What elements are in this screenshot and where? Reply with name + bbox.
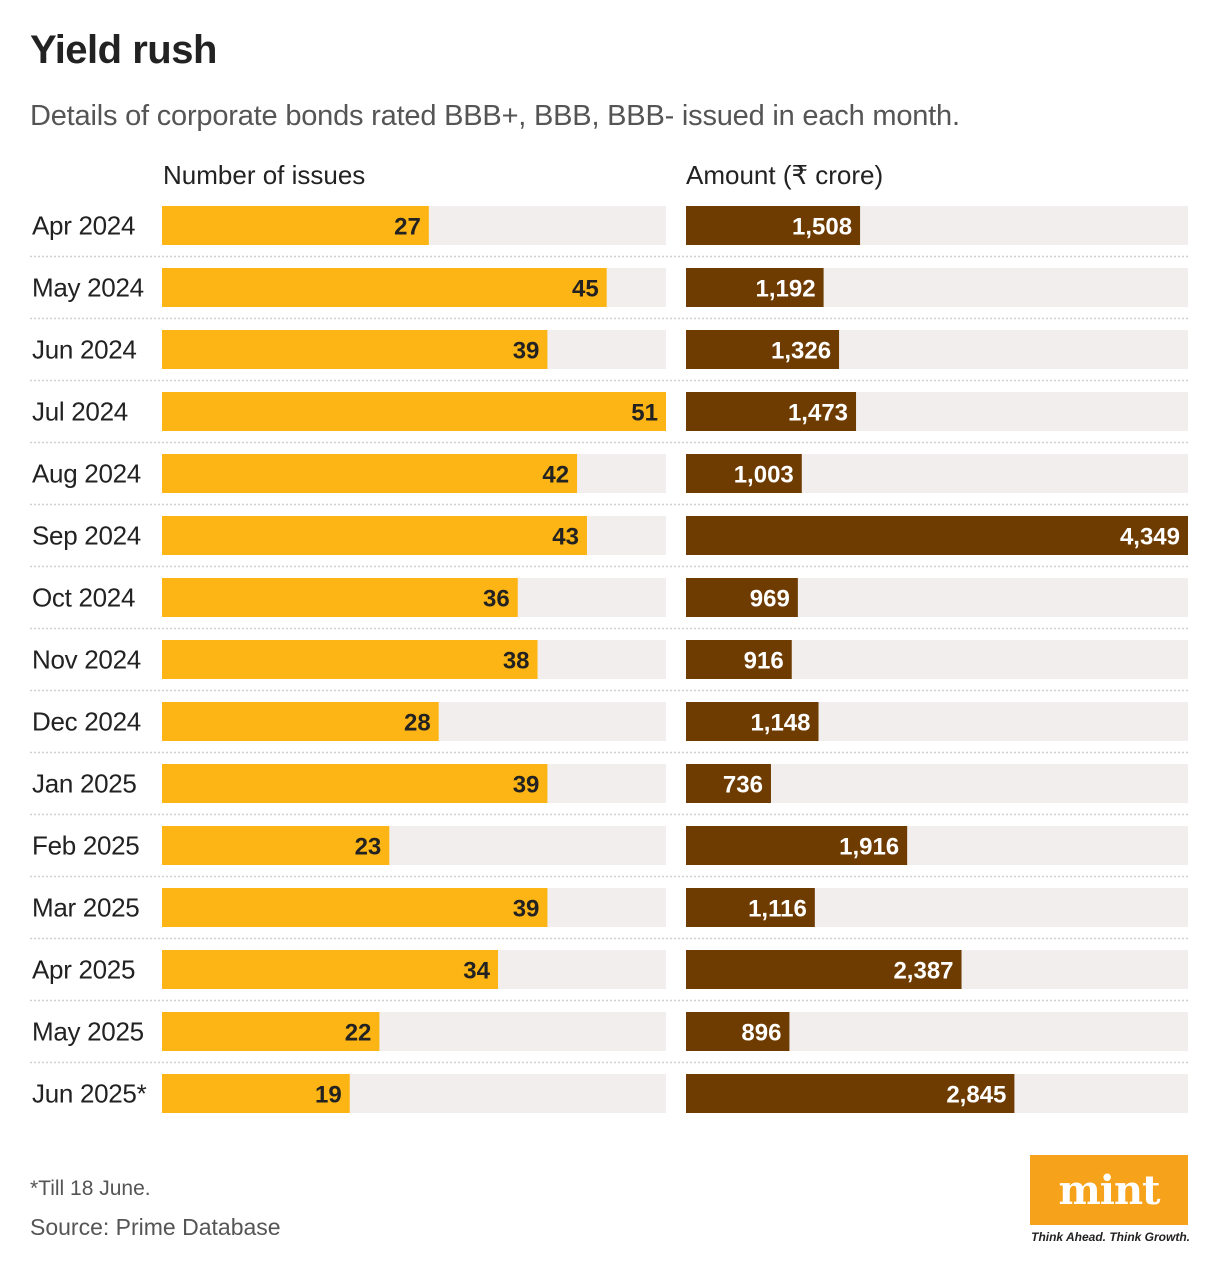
chart-title: Yield rush [30,28,217,72]
amount-bar [686,392,857,431]
issues-value-label: 39 [513,772,540,799]
row-label: Apr 2024 [32,211,135,241]
row-label: May 2024 [32,273,144,303]
row-label: Jun 2024 [32,335,137,365]
row-label: Oct 2024 [32,583,135,613]
amount-value-label: 1,003 [734,462,794,489]
amount-value-label: 969 [750,586,790,613]
issues-value-label: 34 [463,958,490,985]
amount-value-label: 1,148 [750,710,810,737]
row-label: Aug 2024 [32,459,141,489]
issues-bar [162,826,390,865]
issues-value-label: 42 [542,462,569,489]
logo-tagline: Think Ahead. Think Growth. [1031,1230,1190,1244]
issues-bar [162,888,548,927]
row-label: Mar 2025 [32,893,139,923]
amount-bar [686,268,824,307]
row-label: Jan 2025 [32,769,137,799]
source-note: Source: Prime Database [30,1214,281,1240]
issues-value-label: 51 [631,400,658,427]
issues-value-label: 45 [572,276,599,303]
amount-bar [686,888,815,927]
issues-bar [162,330,548,369]
mint-logo: mint [1030,1155,1188,1225]
amount-value-label: 2,387 [893,958,953,985]
amount-bar [686,640,792,679]
amount-value-label: 1,192 [756,276,816,303]
issues-bar [162,392,666,431]
row-label: Nov 2024 [32,645,141,675]
issues-bar [162,640,538,679]
issues-value-label: 27 [394,214,421,241]
amount-bar [686,1012,790,1051]
amount-value-label: 1,508 [792,214,852,241]
issues-value-label: 19 [315,1082,342,1109]
issues-bar [162,206,429,245]
amount-bar [686,1074,1015,1113]
amount-value-label: 2,845 [946,1082,1006,1109]
row-label: Jun 2025* [32,1079,147,1109]
amount-bar [686,826,908,865]
bar-chart: Apr 2024 27 1,508 May 2024 45 1,192 Jun 2024 39… [30,206,1188,1113]
row-label: Dec 2024 [32,707,141,737]
issues-value-label: 39 [513,896,540,923]
amount-value-label: 1,326 [771,338,831,365]
issues-bar [162,268,607,307]
row-label: Sep 2024 [32,521,141,551]
issues-bar [162,1074,350,1113]
amount-bar [686,206,861,245]
amount-bar [686,330,840,369]
issues-bar [162,1012,380,1051]
issues-bar [162,516,587,555]
row-label: Apr 2025 [32,955,135,985]
amount-bar [686,702,819,741]
amount-bar [686,578,798,617]
issues-bar [162,454,578,493]
amount-bar [686,516,1188,555]
amount-value-label: 1,916 [839,834,899,861]
issues-value-label: 28 [404,710,431,737]
amount-value-label: 736 [723,772,763,799]
amount-bar [686,454,802,493]
amount-column-header: Amount (₹ crore) [686,160,884,190]
amount-value-label: 1,473 [788,400,848,427]
amount-value-label: 896 [741,1020,781,1047]
issues-value-label: 38 [503,648,530,675]
logo-text: mint [1058,1166,1160,1214]
amount-bar [686,764,771,803]
row-label: Jul 2024 [32,397,128,427]
issues-bar [162,950,498,989]
chart-subtitle: Details of corporate bonds rated BBB+, B… [30,100,960,132]
amount-bar [686,950,962,989]
row-label: May 2025 [32,1017,144,1047]
issues-bar [162,578,518,617]
issues-value-label: 22 [345,1020,372,1047]
issues-value-label: 23 [355,834,382,861]
row-label: Feb 2025 [32,831,139,861]
issues-value-label: 39 [513,338,540,365]
issues-value-label: 36 [483,586,510,613]
issues-column-header: Number of issues [163,160,366,190]
issues-value-label: 43 [552,524,579,551]
amount-value-label: 916 [744,648,784,675]
amount-value-label: 4,349 [1120,524,1180,551]
footnote: *Till 18 June. [30,1177,151,1200]
issues-bar [162,702,439,741]
issues-bar [162,764,548,803]
amount-value-label: 1,116 [748,896,807,923]
